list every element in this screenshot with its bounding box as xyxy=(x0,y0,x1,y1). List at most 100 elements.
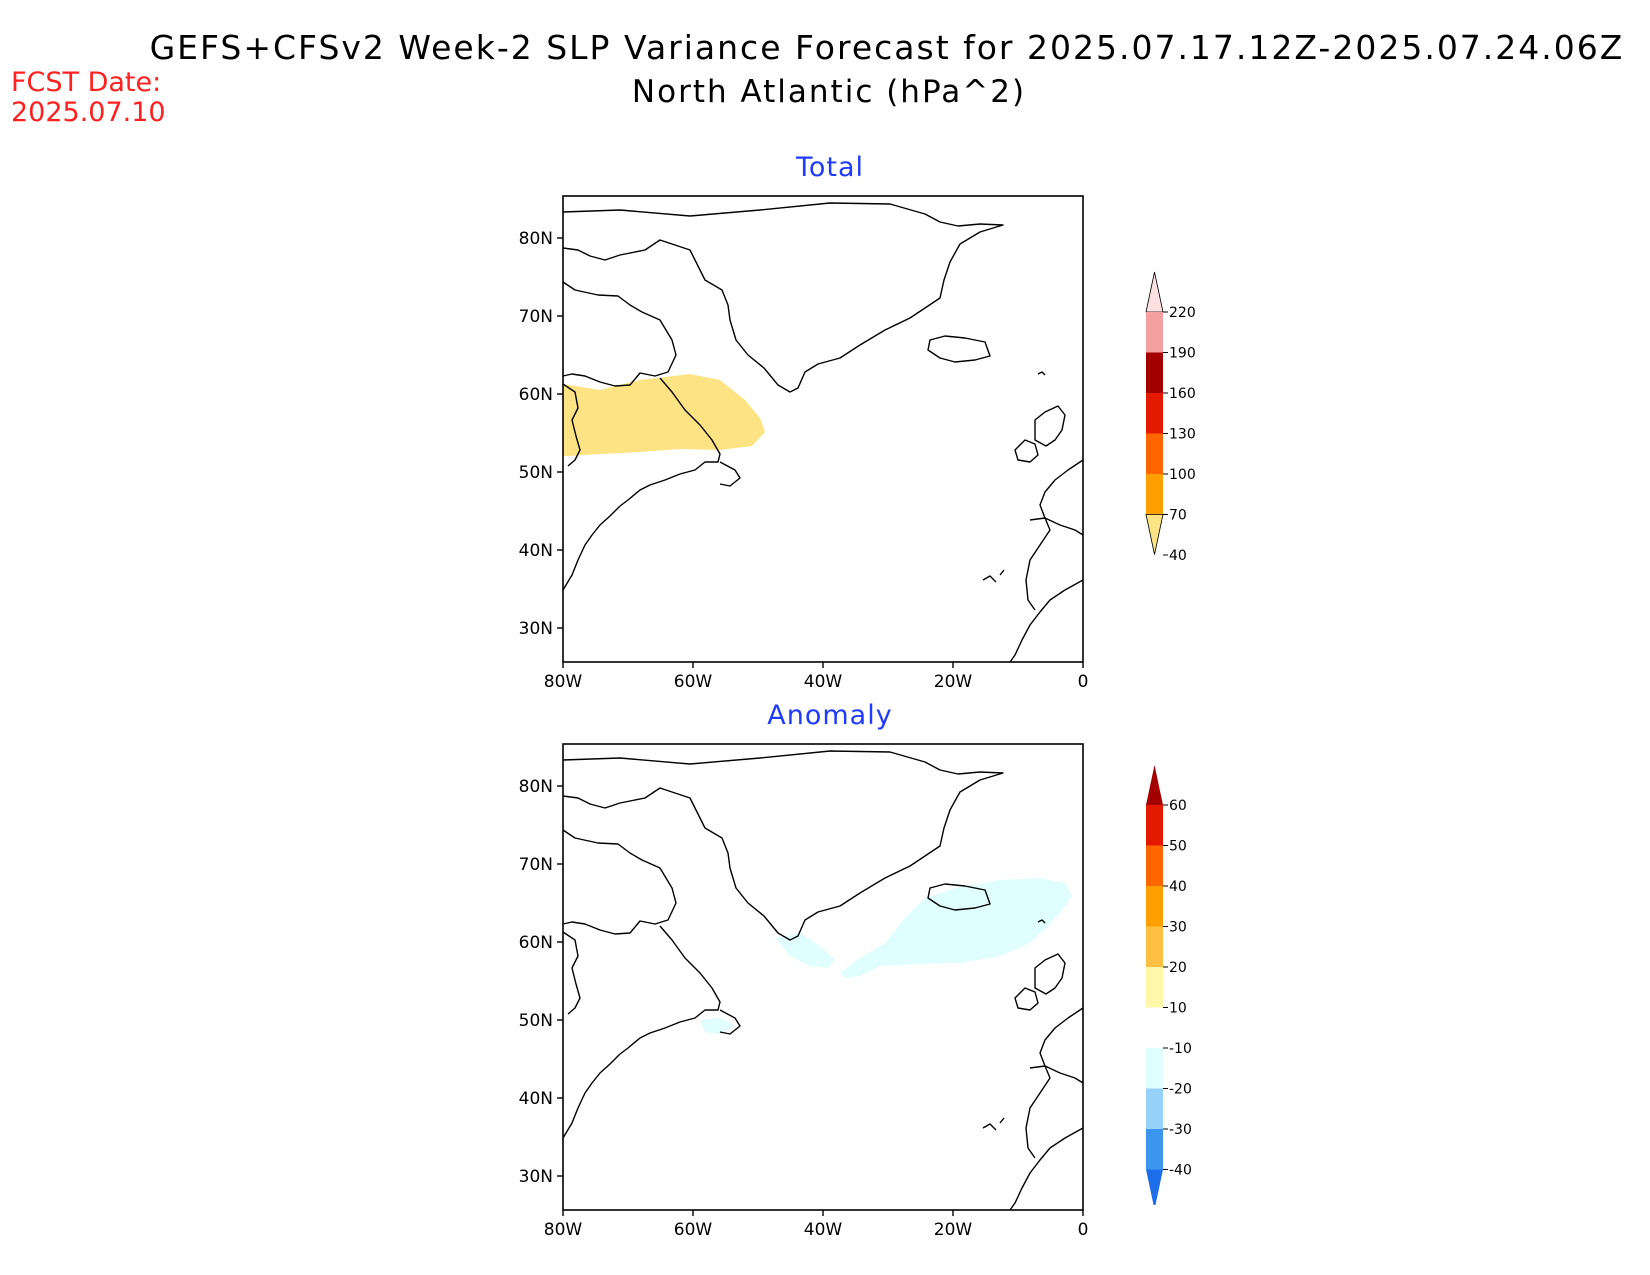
coastline-segment xyxy=(927,335,991,363)
coastline xyxy=(562,750,1084,1211)
total-map-panel: 80N 70N 60N 50N 40N 30N 80W 60W 40W 20W 0 xyxy=(519,195,1089,692)
colorbar-label: 50 xyxy=(1169,839,1187,855)
colorbar-segment xyxy=(1146,433,1163,474)
coastline-segment xyxy=(719,1009,741,1035)
lat-tick-label: 80N xyxy=(519,777,553,797)
coastline-segment xyxy=(1034,405,1066,447)
coastline-segment xyxy=(1025,1065,1051,1159)
coastline xyxy=(562,202,1084,663)
lon-tick-label: 80W xyxy=(544,672,583,692)
lon-tick-label: 60W xyxy=(674,672,713,692)
colorbar-label: 40 xyxy=(1169,879,1187,895)
lon-tick-label: 0 xyxy=(1078,672,1089,692)
colorbar-segment xyxy=(1146,926,1163,967)
total-colorbar: 220 190 160 130 100 70 40 xyxy=(1145,271,1196,564)
colorbar-label: -10 xyxy=(1169,1041,1192,1057)
colorbar-segment xyxy=(1146,1048,1163,1089)
colorbar-segment xyxy=(1146,886,1163,927)
coastline-segment xyxy=(562,383,581,467)
colorbar-label: 100 xyxy=(1169,467,1196,483)
colorbar-label: 30 xyxy=(1169,920,1187,936)
coastline-segment xyxy=(562,202,1004,393)
lat-tick-label: 60N xyxy=(519,933,553,953)
colorbar-label: 40 xyxy=(1169,548,1187,564)
coastline-segment xyxy=(1037,371,1046,376)
colorbar-segment xyxy=(1146,393,1163,434)
anomaly-variance-shading xyxy=(700,878,1072,1034)
coastline-segment xyxy=(1039,1007,1084,1084)
colorbar-segment xyxy=(1146,1088,1163,1129)
forecast-date-label: FCST Date: xyxy=(11,67,162,98)
lon-tick-label: 40W xyxy=(804,672,843,692)
colorbar-label: 10 xyxy=(1169,1001,1187,1017)
total-variance-shading xyxy=(563,374,765,456)
colorbar-label: -20 xyxy=(1169,1082,1192,1098)
lat-tick-label: 30N xyxy=(519,619,553,639)
colorbar-label: 190 xyxy=(1169,346,1196,362)
coastline-segment xyxy=(1009,579,1084,663)
lat-tick-label: 50N xyxy=(519,463,553,483)
coastline-segment xyxy=(927,883,991,911)
lon-tick-label: 0 xyxy=(1078,1220,1089,1240)
colorbar-top-arrow xyxy=(1146,765,1163,805)
coastline-segment xyxy=(719,461,741,487)
colorbar-segment xyxy=(1146,1129,1163,1170)
map-frame xyxy=(562,743,1084,1211)
colorbar-segment xyxy=(1146,352,1163,393)
lat-tick-label: 60N xyxy=(519,385,553,405)
colorbar-label: 20 xyxy=(1169,960,1187,976)
colorbar-label: 160 xyxy=(1169,386,1196,402)
lon-tick-label: 60W xyxy=(674,1220,713,1240)
coastline-segment xyxy=(619,377,721,507)
coastline-segment xyxy=(1025,517,1051,611)
anomaly-panel-title: Anomaly xyxy=(767,700,893,731)
colorbar-label: 60 xyxy=(1169,798,1187,814)
coastline-segment xyxy=(562,505,621,591)
anomaly-map-panel: 80N 70N 60N 50N 40N 30N 80W 60W 40W 20W 0 xyxy=(519,743,1089,1240)
lon-tick-label: 20W xyxy=(934,672,973,692)
coastline-segment xyxy=(1014,439,1039,463)
lat-tick-label: 70N xyxy=(519,307,553,327)
forecast-date-value: 2025.07.10 xyxy=(11,97,166,128)
coastline-segment xyxy=(562,931,581,1015)
colorbar-segment xyxy=(1146,805,1163,846)
colorbar-bottom-arrow xyxy=(1145,514,1164,555)
coastline-segment xyxy=(1037,919,1046,924)
colorbar-label: 130 xyxy=(1169,427,1196,443)
total-panel-title: Total xyxy=(795,152,865,183)
lat-tick-label: 70N xyxy=(519,855,553,875)
lat-tick-label: 30N xyxy=(519,1167,553,1187)
coastline-segment xyxy=(562,829,677,935)
map-title: GEFS+CFSv2 Week-2 SLP Variance Forecast … xyxy=(149,28,1625,67)
coastline-segment xyxy=(1039,459,1084,536)
colorbar-top-arrow xyxy=(1145,271,1164,313)
coastline-segment xyxy=(562,281,677,387)
coastline-segment xyxy=(1014,987,1039,1011)
coastline-segment xyxy=(1034,953,1066,995)
anomaly-colorbar: 60 50 40 30 20 10 -10 -20 -30 -40 xyxy=(1146,765,1192,1205)
colorbar-label: 220 xyxy=(1169,305,1196,321)
lon-tick-label: 20W xyxy=(934,1220,973,1240)
lat-tick-label: 80N xyxy=(519,229,553,249)
coastline-segment xyxy=(1009,1127,1084,1211)
coastline-segment xyxy=(619,925,721,1055)
map-subtitle: North Atlantic (hPa^2) xyxy=(631,74,1027,110)
axis-ticks: 80N 70N 60N 50N 40N 30N 80W 60W 40W 20W 0 xyxy=(519,229,1089,692)
axis-ticks: 80N 70N 60N 50N 40N 30N 80W 60W 40W 20W 0 xyxy=(519,777,1089,1240)
lat-tick-label: 40N xyxy=(519,541,553,561)
colorbar-bottom-arrow xyxy=(1146,1169,1163,1205)
lon-tick-label: 80W xyxy=(544,1220,583,1240)
colorbar-segment xyxy=(1146,845,1163,886)
colorbar-label: -40 xyxy=(1169,1163,1192,1179)
colorbar-segment xyxy=(1146,474,1163,515)
colorbar-label: 70 xyxy=(1169,508,1187,524)
lat-tick-label: 50N xyxy=(519,1011,553,1031)
coastline-segment xyxy=(982,569,1005,583)
coastline-segment xyxy=(562,1053,621,1139)
colorbar-segment xyxy=(1146,1007,1163,1048)
colorbar-segment xyxy=(1146,312,1163,353)
colorbar-label: -30 xyxy=(1169,1122,1192,1138)
coastline-segment xyxy=(562,750,1004,941)
colorbar-segment xyxy=(1146,967,1163,1008)
coastline-segment xyxy=(982,1117,1005,1131)
